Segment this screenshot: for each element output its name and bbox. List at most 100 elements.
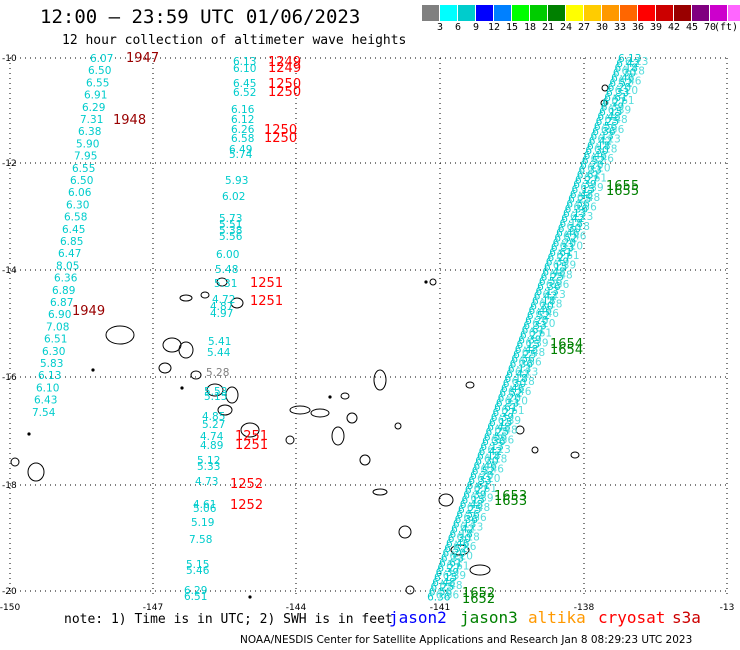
swh-label: 4.74 (200, 431, 224, 443)
swh-label: 6.58 (231, 133, 254, 145)
track3-swh-label: 6.48 (522, 347, 545, 359)
swh-label: 6.13 (233, 56, 256, 68)
track3-swh-label: 6.48 (597, 111, 620, 123)
track3-swh-label: 6.25 (486, 426, 509, 438)
swh-label: 5.53 (204, 386, 227, 398)
color-swatch (584, 5, 601, 21)
track3-swh-label: 6.33 (606, 87, 629, 99)
track3-swh-label: 6.15 (599, 106, 622, 118)
lon-label: -138 (574, 603, 595, 613)
swh-label: 6.29 (184, 585, 207, 597)
track3-swh-label: 6.20 (450, 551, 473, 563)
swh-label: 6.51 (44, 334, 67, 346)
track3-swh-label: 6.30 (558, 223, 581, 235)
track3-swh-label: 6.18 (560, 218, 583, 230)
pass-time-label: 1250 (264, 131, 297, 146)
track3-swh-label: 6.46 (529, 305, 553, 317)
track3-swh-label: 6.20 (580, 160, 603, 172)
color-swatch (512, 5, 529, 21)
altimeter-tracks: 6.076.506.556.916.297.316.385.907.956.55… (32, 51, 648, 607)
track3-swh-label: 6.61 (522, 325, 545, 337)
track3-swh-label: 6.20 (505, 396, 528, 408)
color-swatch (476, 5, 493, 21)
swh-label: 5.83 (40, 358, 63, 370)
footer-credit: NOAA/NESDIS Center for Satellite Applica… (240, 634, 693, 646)
track3-swh-label: 6.42 (561, 213, 584, 225)
track3-swh-label: 6.36 (565, 203, 589, 215)
swh-label: 5.74 (229, 149, 253, 161)
pass-time-label: 1251 (250, 294, 283, 309)
track3-swh-label: 6.52 (444, 543, 467, 555)
track3-swh-label: 6.25 (541, 271, 564, 283)
swh-label: 5.51 (219, 219, 242, 231)
track3-swh-label: 6.39 (573, 179, 596, 191)
swh-label: 4.73 (195, 476, 218, 488)
swh-label: 5.46 (186, 565, 210, 577)
track3-swh-label: 6.48 (487, 422, 510, 434)
island-outline (27, 462, 45, 482)
pass-time-label: 1654 (550, 337, 583, 352)
track3-swh-label: 6.18 (484, 454, 507, 466)
island-outline (600, 99, 608, 107)
track3-swh-label: 6.48 (432, 577, 455, 589)
track3-swh-label: 6.39 (436, 567, 459, 579)
track3-swh-label: 6.56 (484, 431, 508, 443)
swh-label: 5.12 (197, 455, 220, 467)
track3-swh-label: 6.25 (568, 194, 591, 206)
lon-label: -144 (286, 603, 307, 613)
track3-swh-label: 6.56 (456, 509, 480, 521)
lat-label: -20 (2, 587, 17, 597)
track3-swh-label: 6.48 (439, 580, 462, 592)
track3-swh-label: 6.25 (458, 504, 481, 516)
swh-label: 6.00 (216, 249, 239, 261)
island-outline (515, 425, 525, 435)
note-text: note: 1) Time is in UTC; 2) SWH is in fe… (64, 612, 393, 627)
track3-swh-label: 6.56 (436, 590, 460, 602)
track3-swh-label: 6.33 (551, 242, 574, 254)
pass-time-label: 1249 (268, 55, 301, 70)
track3-swh-label: 6.61 (467, 480, 490, 492)
track3-swh-label: 6.61 (549, 247, 572, 259)
island-outline (405, 585, 415, 595)
track3-swh-label: 6.61 (556, 250, 579, 262)
swh-label: 6.36 (54, 273, 78, 285)
pass-time-label: 1251 (235, 438, 268, 453)
track3-swh-label: 6.46 (453, 541, 477, 553)
color-swatch (638, 5, 655, 21)
color-scale-label: 9 (472, 22, 480, 33)
track3-swh-label: 6.46 (611, 72, 635, 84)
swh-label: 5.15 (186, 559, 209, 571)
color-scale-label: 21 (541, 22, 555, 33)
track3-swh-label: 6.39 (491, 412, 514, 424)
track3-swh-label: 6.48 (515, 344, 538, 356)
island-outline (398, 525, 412, 539)
track3-swh-label: 6.46 (618, 75, 642, 87)
island-outline (531, 446, 539, 454)
swh-label: 6.51 (184, 591, 207, 603)
track3-swh-label: 6.39 (546, 257, 569, 269)
track3-swh-label: 6.56 (594, 121, 618, 133)
color-swatch (440, 5, 457, 21)
track3-swh-label: 6.13 (460, 522, 483, 534)
color-swatch (728, 5, 740, 21)
track3-swh-label: 6.27 (520, 329, 543, 341)
page-title: 12:00 — 23:59 UTC 01/06/2023 (40, 6, 361, 28)
island-outline (179, 294, 193, 302)
track3-swh-label: 6.13 (480, 441, 503, 453)
swh-label: 6.13 (38, 370, 61, 382)
track3-swh-label: 6.18 (539, 299, 562, 311)
color-swatch (458, 5, 475, 21)
pass-time-label: 1250 (264, 123, 297, 138)
island-outline (289, 405, 311, 415)
swh-label: 5.15 (204, 391, 227, 403)
track3-swh-label: 6.13 (453, 519, 476, 531)
track3-swh-label: 6.39 (601, 102, 624, 114)
pass-time-label: 1654 (550, 343, 583, 358)
track3-swh-label: 6.27 (603, 97, 626, 109)
swh-label: 6.06 (68, 187, 92, 199)
track3-swh-label: 6.39 (580, 182, 603, 194)
island-outline (206, 383, 224, 397)
swh-label: 7.08 (46, 321, 69, 333)
axis-labels: -10 -12 -14 -16 -18 -20 -150 -147 -144 -141 -138 -1… (0, 54, 734, 613)
track3-swh-label: 6.39 (518, 334, 541, 346)
